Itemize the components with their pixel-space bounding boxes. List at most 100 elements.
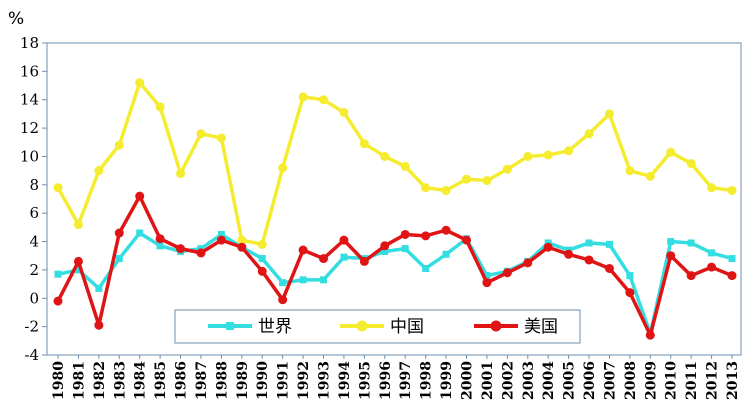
data-point [564, 249, 574, 259]
data-point [278, 295, 288, 305]
x-tick-label: 1986 [174, 361, 190, 400]
data-point [605, 240, 613, 248]
x-tick-label: 2011 [684, 361, 700, 400]
data-point [115, 255, 123, 263]
legend-item: 中国 [340, 317, 424, 337]
legend-swatch-marker [356, 320, 368, 332]
y-tick-label: 10 [20, 147, 39, 165]
y-tick-label: 8 [29, 176, 39, 194]
data-point [585, 239, 593, 247]
series-line [56, 80, 733, 247]
x-tick-label: 2002 [500, 361, 516, 400]
data-point [135, 78, 145, 88]
x-tick-label: 1996 [378, 361, 394, 400]
x-tick-label: 1993 [317, 361, 333, 400]
data-point [54, 270, 62, 278]
data-point [278, 163, 288, 173]
data-point [441, 185, 451, 195]
y-tick-label: -4 [24, 346, 39, 364]
data-point [400, 161, 410, 171]
data-point [604, 263, 614, 273]
y-axis: -4 -2 0 2 4 6 8 10 12 14 16 18 [20, 34, 47, 364]
data-point [584, 255, 594, 265]
y-tick-label: 16 [20, 62, 39, 80]
data-point [645, 171, 655, 181]
data-point [176, 168, 186, 178]
x-tick-label: 2009 [643, 361, 659, 400]
data-point [298, 92, 308, 102]
x-tick-label: 2012 [705, 361, 721, 400]
data-point [543, 150, 553, 160]
legend-item: 世界 [208, 317, 292, 337]
data-point [114, 140, 124, 150]
data-point [441, 225, 451, 235]
data-point [482, 176, 492, 186]
data-point [257, 239, 267, 249]
y-tick-label: 18 [20, 34, 39, 52]
data-point [543, 242, 553, 252]
x-axis: 1980 1981 1982 1983 1984 1985 1986 1987 1988 1989… [51, 355, 741, 400]
data-point [564, 146, 574, 156]
data-point [114, 228, 124, 238]
x-tick-label: 2000 [459, 361, 475, 400]
data-point [340, 253, 348, 261]
data-point [666, 147, 676, 157]
data-point [156, 242, 164, 250]
data-point [74, 266, 82, 274]
legend: 世界 中国 美国 [174, 309, 581, 344]
data-point [686, 271, 696, 281]
data-point [94, 166, 104, 176]
data-point [483, 272, 491, 280]
x-tick-label: 1991 [276, 361, 292, 400]
x-tick-label: 1992 [296, 361, 312, 400]
data-point [461, 235, 471, 245]
y-tick-label: 2 [29, 261, 39, 279]
data-point [359, 256, 369, 266]
legend-swatch-marker [490, 320, 502, 332]
data-point [53, 296, 63, 306]
data-point [380, 241, 390, 251]
legend-label: 中国 [390, 317, 424, 337]
data-point [727, 271, 737, 281]
data-point [258, 255, 266, 263]
data-point [136, 229, 144, 237]
y-unit-label: % [8, 9, 24, 29]
x-tick-label: 1981 [71, 361, 87, 400]
data-point [667, 238, 675, 246]
x-tick-label: 1995 [357, 361, 373, 400]
data-point [584, 129, 594, 139]
x-tick-label: 1990 [255, 361, 271, 400]
data-point [707, 262, 717, 272]
data-point [73, 220, 83, 230]
data-point [687, 239, 695, 247]
data-point [645, 330, 655, 340]
data-point [257, 266, 267, 276]
data-point [176, 244, 186, 254]
data-point [339, 235, 349, 245]
legend-label: 美国 [524, 317, 558, 337]
y-tick-label: 12 [20, 119, 39, 137]
data-point [666, 251, 676, 261]
y-tick-label: 14 [20, 91, 39, 109]
series-2 [53, 191, 737, 340]
data-point [421, 183, 431, 193]
data-point [217, 230, 225, 238]
data-point [237, 242, 247, 252]
data-point [339, 107, 349, 117]
data-point [502, 268, 512, 278]
data-point [359, 139, 369, 149]
data-point [380, 151, 390, 161]
data-point [381, 247, 389, 255]
data-point [686, 159, 696, 169]
data-point [319, 95, 329, 105]
data-point [299, 276, 307, 284]
data-point [196, 248, 206, 258]
data-point [422, 264, 430, 272]
data-point [421, 231, 431, 241]
x-tick-label: 1988 [214, 361, 230, 400]
x-tick-label: 1998 [419, 361, 435, 400]
x-tick-label: 1983 [112, 361, 128, 400]
data-point [94, 320, 104, 330]
data-point [604, 109, 614, 119]
